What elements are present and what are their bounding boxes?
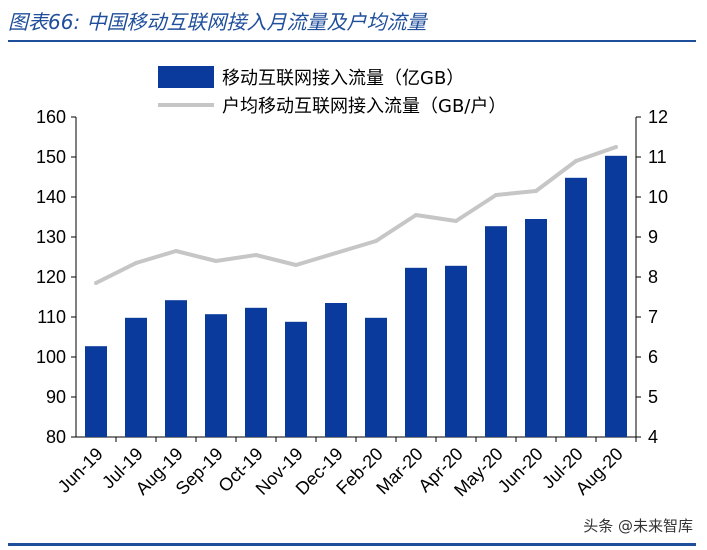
y-right-tick-label: 8 bbox=[648, 267, 658, 287]
chart-title: 图表66: 中国移动互联网接入月流量及户均流量 bbox=[8, 10, 427, 34]
bar bbox=[205, 314, 227, 437]
line-point bbox=[454, 219, 458, 223]
y-left-tick-label: 160 bbox=[36, 107, 66, 127]
y-left-tick-label: 150 bbox=[36, 147, 66, 167]
line-point bbox=[134, 261, 138, 265]
line-point bbox=[414, 213, 418, 217]
x-tick-label: Jun-19 bbox=[54, 444, 107, 497]
y-right-tick-label: 6 bbox=[648, 347, 658, 367]
bar bbox=[365, 317, 387, 437]
y-left-tick-label: 80 bbox=[46, 427, 66, 447]
line-point bbox=[334, 251, 338, 255]
bar bbox=[485, 226, 507, 437]
bar bbox=[285, 321, 307, 437]
y-right-tick-label: 10 bbox=[648, 187, 668, 207]
line-point bbox=[294, 263, 298, 267]
bottom-divider bbox=[8, 543, 696, 546]
bar bbox=[525, 219, 547, 437]
legend-swatch-bar bbox=[158, 66, 214, 88]
bar bbox=[565, 177, 587, 438]
y-right-tick-label: 9 bbox=[648, 227, 658, 247]
bar bbox=[85, 346, 107, 437]
legend-label-line: 户均移动互联网接入流量（GB/户） bbox=[222, 96, 506, 117]
y-left-tick-label: 100 bbox=[36, 347, 66, 367]
y-left-tick-label: 110 bbox=[37, 307, 66, 327]
bar bbox=[445, 265, 467, 437]
series-line bbox=[95, 145, 617, 285]
line-point bbox=[374, 239, 378, 243]
y-right-tick-label: 4 bbox=[648, 427, 658, 447]
y-left-tick-label: 130 bbox=[36, 227, 66, 247]
line-point bbox=[254, 253, 258, 257]
y-left-tick-label: 140 bbox=[36, 187, 66, 207]
bar bbox=[245, 307, 267, 437]
bar bbox=[325, 303, 347, 437]
y-right-tick-label: 12 bbox=[648, 107, 668, 127]
bar bbox=[605, 155, 627, 438]
y-right-tick-label: 5 bbox=[648, 387, 658, 407]
title-divider bbox=[8, 40, 696, 42]
y-left-tick-label: 90 bbox=[46, 387, 66, 407]
watermark: 头条 @未来智库 bbox=[583, 517, 693, 535]
line-point bbox=[614, 145, 618, 149]
y-right-tick-label: 11 bbox=[648, 147, 667, 167]
line-point bbox=[534, 189, 538, 193]
line-point bbox=[174, 249, 178, 253]
line-point bbox=[494, 193, 498, 197]
bar bbox=[405, 267, 427, 437]
line-point bbox=[94, 281, 98, 285]
x-tick-label: Jun-20 bbox=[494, 444, 547, 497]
y-right-tick-label: 7 bbox=[648, 307, 658, 327]
legend-label-bar: 移动互联网接入流量（亿GB） bbox=[222, 68, 464, 89]
bar bbox=[125, 317, 147, 437]
y-left-tick-label: 120 bbox=[36, 267, 66, 287]
bar bbox=[165, 300, 187, 437]
line-point bbox=[574, 159, 578, 163]
line-point bbox=[214, 259, 218, 263]
